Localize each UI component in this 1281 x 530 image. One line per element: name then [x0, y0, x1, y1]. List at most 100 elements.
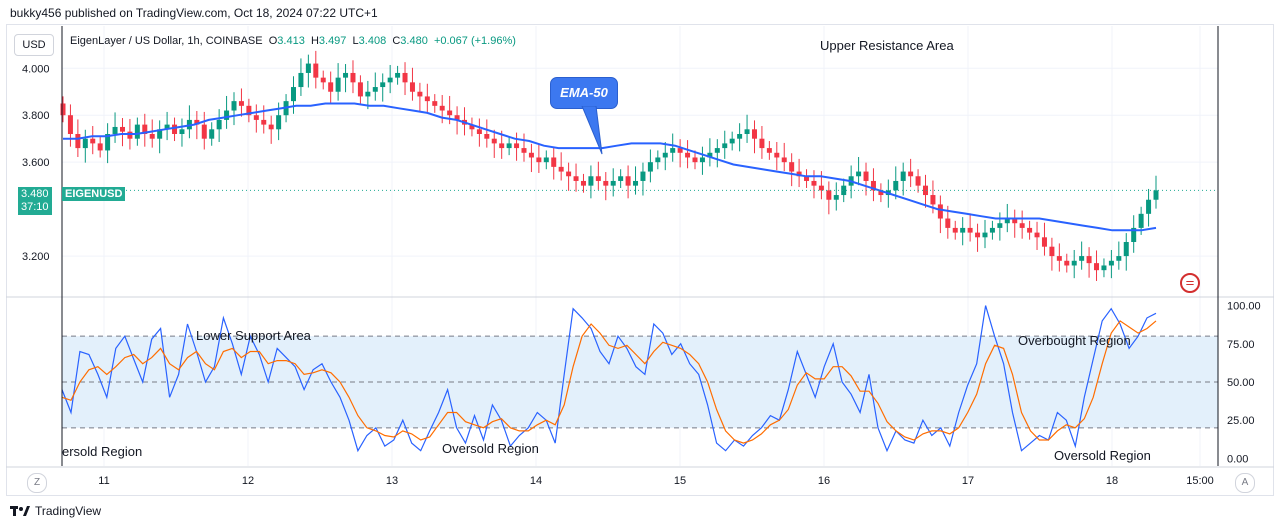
open-label: O [268, 35, 278, 47]
candle-body [595, 176, 601, 181]
candle-body [915, 176, 921, 186]
candle-body [685, 152, 691, 158]
candle-body [856, 171, 862, 177]
stoch-tick-label: 75.00 [1227, 339, 1255, 351]
candle-body [387, 77, 393, 83]
open-value: 3.413 [277, 35, 305, 47]
close-label: C [392, 35, 401, 47]
last-price-tag: 3.480 37:10 [18, 187, 52, 215]
candle-body [1131, 227, 1137, 242]
candle-body [1101, 265, 1107, 271]
candle-body [759, 138, 765, 149]
candle-body [417, 91, 423, 97]
candle-body [67, 115, 73, 134]
candle-body [975, 232, 981, 238]
candle-body [1027, 227, 1033, 233]
candle-body [119, 126, 125, 132]
candle-body [923, 185, 929, 196]
candle-body [506, 143, 512, 149]
oversold-left-label: ersold Region [62, 444, 143, 459]
candle-body [729, 138, 735, 144]
candle-body [863, 171, 869, 181]
bar-countdown: 37:10 [21, 201, 49, 213]
candle-body [209, 129, 215, 139]
candle-body [1041, 237, 1047, 247]
close-value: 3.480 [400, 35, 428, 47]
candle-body [558, 166, 564, 172]
candle-body [424, 96, 430, 102]
footer-brand[interactable]: TradingView [35, 504, 102, 518]
candle-body [952, 227, 958, 233]
candle-body [1116, 256, 1122, 261]
currency-button[interactable]: USD [14, 34, 54, 56]
price-tick-label: 3.800 [22, 110, 50, 122]
candle-body [134, 124, 140, 139]
candle-body [1071, 260, 1077, 266]
candle-body [930, 195, 936, 205]
chart-frame [6, 24, 1274, 496]
stoch-k-line [61, 305, 1157, 453]
candle-body [1064, 260, 1070, 266]
candle-body [149, 134, 155, 139]
zoom-button[interactable]: Z [27, 473, 47, 493]
candle-body [1012, 218, 1018, 224]
candle-body [551, 157, 557, 167]
candle-body [328, 82, 334, 92]
candle-body [774, 152, 780, 158]
candle-body [618, 176, 624, 181]
candle-body [380, 82, 386, 88]
candle-body [573, 176, 579, 181]
candle-body [528, 152, 534, 158]
candle-body [439, 105, 445, 111]
candle-body [878, 190, 884, 196]
candle-body [194, 119, 200, 125]
auto-scale-button[interactable]: A [1235, 473, 1255, 493]
us-flag-icon[interactable]: ⚌ [1180, 273, 1200, 293]
candle-body [499, 143, 505, 149]
x-tick-label: 12 [242, 475, 254, 487]
candle-body [164, 124, 170, 130]
candle-body [960, 227, 966, 233]
ema-callout-pointer [581, 106, 603, 155]
upper-resistance-label: Upper Resistance Area [820, 38, 954, 53]
x-tick-label: 16 [818, 475, 830, 487]
candle-body [737, 134, 743, 139]
symbol-tag: EIGENUSD [62, 187, 126, 201]
candle-body [97, 143, 103, 151]
x-tick-label: 18 [1106, 475, 1118, 487]
candle-body [699, 157, 705, 163]
candle-body [484, 134, 490, 139]
candle-body [945, 218, 951, 228]
price-tick-label: 3.600 [22, 157, 50, 169]
candle-body [1123, 242, 1129, 257]
symbol-name[interactable]: EigenLayer / US Dollar, 1h, COINBASE [70, 35, 263, 47]
candle-body [1034, 232, 1040, 238]
low-label: L [352, 35, 359, 47]
candle-body [491, 138, 497, 144]
candle-body [238, 101, 244, 106]
candle-body [625, 176, 631, 186]
candle-body [670, 148, 676, 153]
candle-body [789, 162, 795, 172]
candle-body [105, 134, 111, 151]
candle-body [179, 129, 185, 134]
candle-body [1086, 256, 1092, 264]
candle-body [60, 103, 66, 116]
tradingview-logo-icon [10, 506, 30, 516]
ema-callout: EMA-50 [550, 77, 618, 109]
overbought-label: Overbought Region [1018, 333, 1131, 348]
candle-body [290, 87, 296, 102]
x-tick-label: 17 [962, 475, 974, 487]
candle-body [447, 110, 453, 116]
candle-body [1049, 246, 1055, 257]
candle-body [833, 195, 839, 200]
candle-body [610, 180, 616, 186]
candle-body [543, 157, 549, 163]
candle-body [982, 232, 988, 238]
candle-body [818, 185, 824, 191]
candle-body [1138, 213, 1144, 228]
stoch-d-line [61, 320, 1157, 444]
candle-body [298, 72, 304, 88]
candle-body [365, 91, 371, 97]
